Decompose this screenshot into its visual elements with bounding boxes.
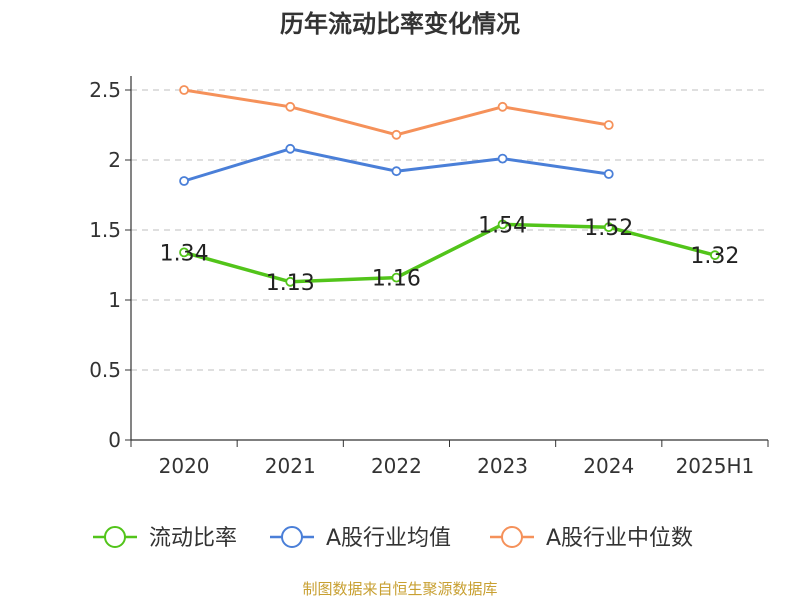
data-label: 1.13 <box>266 271 315 296</box>
x-tick-label: 2024 <box>583 454 634 478</box>
data-label-layer: 1.34 1.13 1.16 1.54 1.52 1.32 <box>160 213 740 295</box>
legend-label: A股行业均值 <box>326 526 451 551</box>
y-tick-label: 2.5 <box>89 78 121 102</box>
legend-marker <box>281 526 303 548</box>
series-0 <box>179 219 720 287</box>
legend-marker <box>104 526 126 548</box>
y-tick-label: 0.5 <box>89 358 121 382</box>
data-point <box>603 222 614 233</box>
data-point <box>179 247 189 258</box>
x-tick-label: 2021 <box>265 454 316 478</box>
data-label: 1.32 <box>690 244 739 269</box>
series-line <box>183 88 610 137</box>
legend: 流动比率 A股行业均值 A股行业中位数 <box>93 526 693 551</box>
data-point <box>391 129 402 140</box>
data-point <box>285 101 296 112</box>
legend-label: A股行业中位数 <box>546 526 693 551</box>
legend-item: A股行业中位数 <box>490 526 693 551</box>
data-point <box>603 169 614 179</box>
data-label: 1.52 <box>584 216 633 241</box>
x-tick-label: 2022 <box>371 454 422 478</box>
grid-layer <box>131 89 768 371</box>
legend-label: 流动比率 <box>149 526 237 551</box>
source-note: 制图数据来自恒生聚源数据库 <box>302 580 497 598</box>
data-point <box>179 85 189 95</box>
legend-marker <box>501 526 523 548</box>
data-point <box>497 153 508 164</box>
y-tick-label: 2 <box>108 148 121 172</box>
series-layer <box>179 85 720 287</box>
data-label: 1.54 <box>478 213 527 238</box>
series-2 <box>179 85 614 140</box>
data-point <box>391 166 402 177</box>
x-tick-label: 2020 <box>159 454 210 478</box>
data-point <box>179 176 189 186</box>
data-point <box>285 276 296 287</box>
y-tick-label: 1.5 <box>89 218 121 242</box>
data-point <box>603 120 614 130</box>
data-label: 1.16 <box>372 267 421 292</box>
data-point <box>285 143 296 154</box>
chart-title: 历年流动比率变化情况 <box>280 10 520 38</box>
x-tick-label: 2023 <box>477 454 528 478</box>
series-line <box>183 222 716 284</box>
y-tick-label: 0 <box>108 428 121 452</box>
series-1 <box>179 143 614 186</box>
y-tick-label: 1 <box>108 288 121 312</box>
x-tick-label: 2025H1 <box>676 454 755 478</box>
data-point <box>497 101 508 112</box>
data-point <box>710 250 720 261</box>
data-point <box>497 219 508 230</box>
data-point <box>391 272 402 283</box>
legend-item: A股行业均值 <box>270 526 451 551</box>
data-label: 1.34 <box>160 241 209 266</box>
legend-item: 流动比率 <box>93 526 237 551</box>
series-line <box>183 147 609 183</box>
